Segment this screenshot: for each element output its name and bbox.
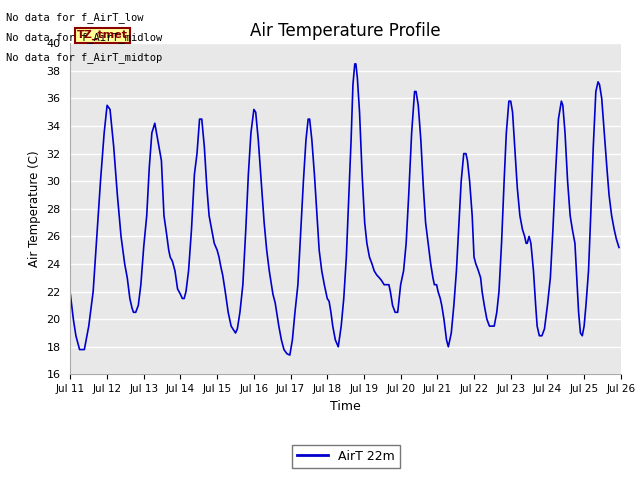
Title: Air Temperature Profile: Air Temperature Profile — [250, 22, 441, 40]
Y-axis label: Air Temperature (C): Air Temperature (C) — [28, 151, 41, 267]
Text: No data for f_AirT_midtop: No data for f_AirT_midtop — [6, 52, 163, 63]
Text: No data for f_AirT_low: No data for f_AirT_low — [6, 12, 144, 23]
Legend: AirT 22m: AirT 22m — [292, 444, 399, 468]
Text: No data for f_AirT_midlow: No data for f_AirT_midlow — [6, 32, 163, 43]
Text: TZ_tmet: TZ_tmet — [77, 30, 128, 40]
X-axis label: Time: Time — [330, 400, 361, 413]
